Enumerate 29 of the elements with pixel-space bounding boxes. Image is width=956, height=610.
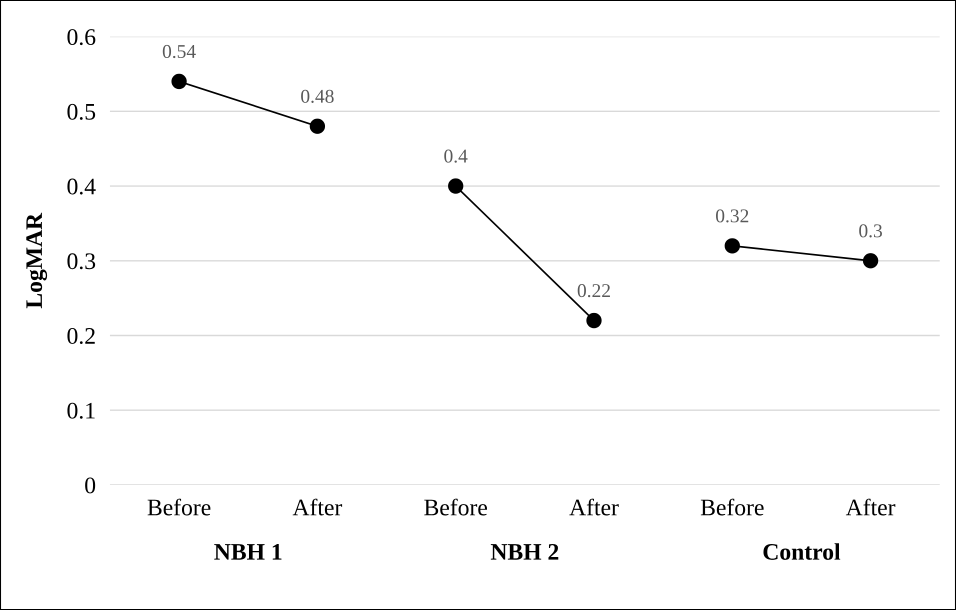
y-tick-label: 0 — [85, 477, 96, 494]
x-tick-label: After — [846, 498, 896, 516]
y-tick-label: 0.6 — [67, 29, 96, 46]
point — [171, 74, 187, 90]
x-tick-label: Before — [424, 498, 487, 516]
data-label: 0.4 — [444, 150, 468, 163]
data-label: 0.48 — [301, 90, 334, 103]
y-tick-label: 0.2 — [67, 328, 95, 344]
x-tick-label: After — [292, 498, 342, 516]
data-label: 0.32 — [716, 209, 748, 223]
text: NBH 1 — [214, 544, 282, 560]
text: NBH 2 — [490, 544, 558, 560]
y-axis-title: LogMAR — [26, 212, 48, 308]
data-label: 0.3 — [859, 224, 882, 238]
data-label: 0.22 — [578, 284, 610, 298]
y-tick-label: 0.5 — [67, 104, 96, 120]
point — [310, 118, 326, 134]
point — [448, 178, 464, 194]
data-label: 0.54 — [162, 44, 196, 58]
x-tick-label: After — [569, 498, 619, 516]
x-tick-label: Before — [700, 498, 764, 516]
point — [586, 312, 602, 328]
y-tick-label: 0.4 — [67, 178, 96, 195]
point — [862, 253, 878, 268]
y-tick-label: 0.3 — [67, 253, 96, 270]
y-tick-label: 0.1 — [67, 402, 95, 419]
text: Control — [763, 543, 840, 560]
x-tick-label: Before — [148, 498, 210, 516]
point — [724, 238, 740, 254]
